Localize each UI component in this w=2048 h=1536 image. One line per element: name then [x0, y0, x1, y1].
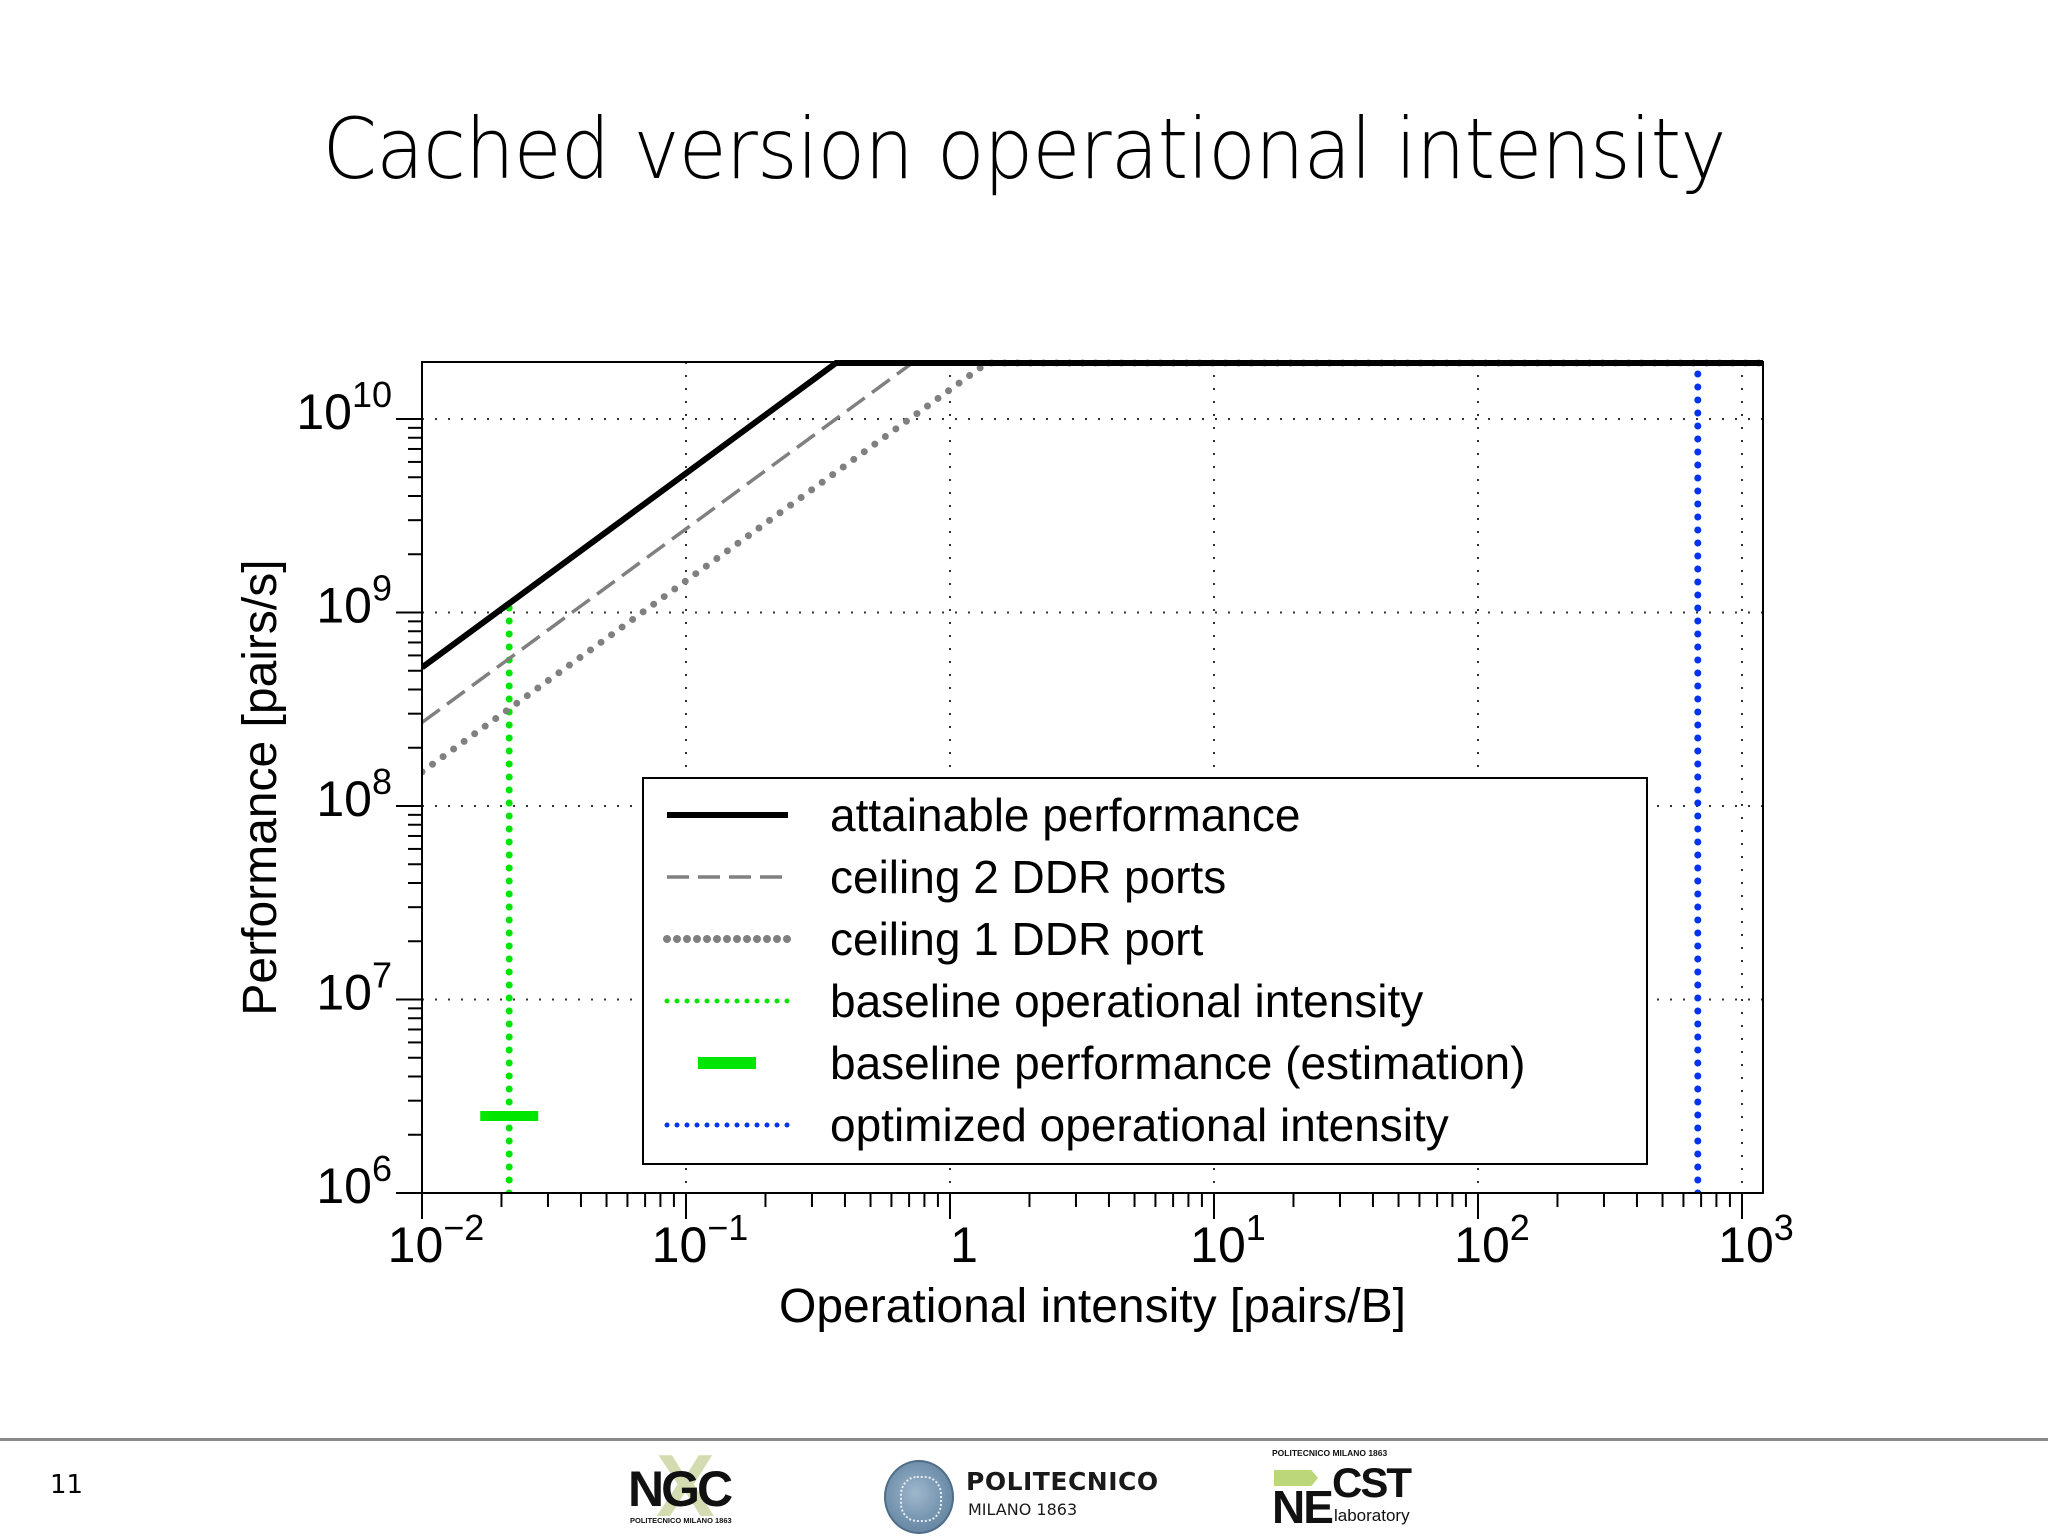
series-line: [422, 360, 1763, 670]
legend-label: baseline performance (estimation): [830, 1037, 1525, 1089]
tick-label: 103: [1718, 1207, 1794, 1273]
legend-label: ceiling 1 DDR port: [830, 913, 1203, 965]
politecnico-logo-line2: MILANO 1863: [968, 1500, 1078, 1519]
tick-label: 102: [1454, 1207, 1530, 1273]
politecnico-seal-icon: [884, 1460, 954, 1534]
necst-logo: POLITECNICO MILANO 1863 CST NE laborator…: [1272, 1448, 1432, 1532]
necst-arrow-icon: [1274, 1470, 1318, 1486]
tick-label: 107: [316, 955, 392, 1021]
legend-swatch: [698, 1057, 756, 1069]
ngc-logo: X NGC POLITECNICO MILANO 1863: [628, 1436, 748, 1535]
necst-logo-cst: CST: [1332, 1459, 1412, 1506]
tick-label: 1: [950, 1217, 978, 1273]
page-number: 11: [50, 1470, 84, 1500]
x-axis-label: Operational intensity [pairs/B]: [779, 1280, 1406, 1333]
legend-label: ceiling 2 DDR ports: [830, 851, 1226, 903]
footer-divider: [0, 1438, 2048, 1441]
slide-title: Cached version operational intensity: [322, 100, 1726, 198]
tick-label: 109: [316, 568, 392, 634]
tick-label: 106: [316, 1148, 392, 1214]
legend-label: baseline operational intensity: [830, 975, 1423, 1027]
axis-ticks: [396, 418, 1743, 1219]
tick-label: 101: [1190, 1207, 1266, 1273]
politecnico-logo: POLITECNICO MILANO 1863: [884, 1455, 1184, 1535]
ngc-x-mark-icon: X: [656, 1436, 715, 1535]
ngc-logo-text: NGC: [628, 1461, 733, 1517]
legend-box: [642, 777, 1648, 1165]
tick-label: 10−1: [652, 1207, 749, 1273]
legend-label: optimized operational intensity: [830, 1099, 1449, 1151]
series-line: [422, 361, 1763, 724]
necst-logo-sub: laboratory: [1334, 1506, 1410, 1525]
roofline-chart: 10−2 10−1 1 101 102 103 106 107 108 109 1010 Opera…: [234, 359, 1794, 1333]
politecnico-logo-line1: POLITECNICO: [966, 1467, 1159, 1496]
plot-frame: [421, 361, 1764, 1194]
ngc-logo-subtitle: POLITECNICO MILANO 1863: [630, 1516, 732, 1525]
tick-label: 108: [316, 761, 392, 827]
chart-legend: attainable performance ceiling 2 DDR port…: [642, 777, 1648, 1165]
tick-label: 1010: [296, 374, 392, 440]
necst-logo-ne: NE: [1272, 1481, 1334, 1533]
legend-label: attainable performance: [830, 789, 1301, 841]
necst-logo-top: POLITECNICO MILANO 1863: [1272, 1448, 1388, 1458]
series-line: [422, 359, 1763, 776]
axis-tick-labels: 10−2 10−1 1 101 102 103 106 107 108 109 1010: [296, 374, 1794, 1273]
tick-label: 10−2: [388, 1207, 485, 1273]
y-axis-label: Performance [pairs/s]: [234, 559, 287, 1015]
